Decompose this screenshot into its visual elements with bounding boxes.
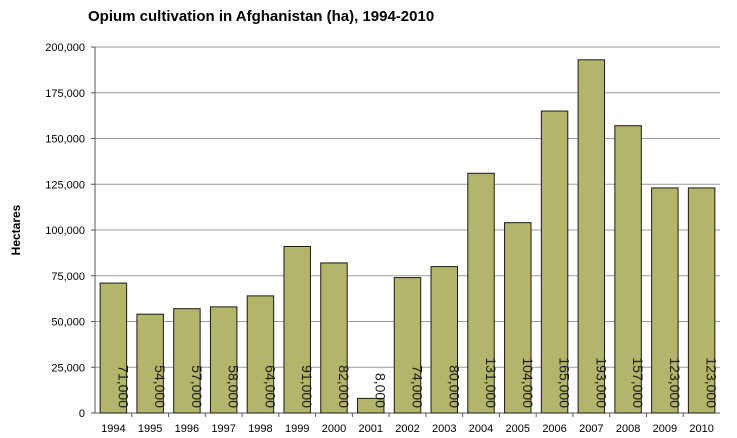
- bar: [577, 59, 606, 414]
- x-tick-label: 1994: [101, 423, 125, 435]
- x-tick-label: 1997: [211, 423, 235, 435]
- chart-title: Opium cultivation in Afghanistan (ha), 1…: [88, 8, 435, 25]
- data-label: 74,000: [410, 365, 426, 408]
- x-tick-label: 2006: [542, 423, 566, 435]
- bar: [99, 282, 128, 414]
- x-tick-label: 2010: [689, 423, 713, 435]
- y-tick-label: 50,000: [51, 317, 85, 329]
- bar: [687, 187, 716, 414]
- x-tick-label: 1995: [138, 423, 162, 435]
- bar: [467, 172, 495, 414]
- y-tick-label: 100,000: [45, 225, 85, 237]
- data-label: 91,000: [299, 365, 315, 408]
- y-axis-label: Hectares: [9, 204, 23, 255]
- data-label: 80,000: [446, 365, 462, 408]
- bar: [283, 245, 311, 414]
- data-label: 58,000: [226, 365, 242, 408]
- bar: [614, 125, 642, 414]
- bar: [651, 187, 679, 414]
- data-label: 8,000: [373, 373, 389, 408]
- bar: [173, 308, 201, 414]
- y-tick-label: 175,000: [45, 88, 85, 100]
- bar: [357, 397, 385, 414]
- y-tick-label: 25,000: [51, 362, 85, 374]
- y-tick-label: 150,000: [45, 134, 85, 146]
- bar: [393, 277, 422, 414]
- y-tick-label: 75,000: [51, 271, 85, 283]
- x-tick-label: 1998: [248, 423, 272, 435]
- x-tick-label: 2007: [579, 423, 603, 435]
- bar: [540, 110, 569, 414]
- x-tick-label: 1996: [175, 423, 199, 435]
- data-label: 71,000: [115, 365, 131, 408]
- x-tick-label: 2000: [322, 423, 346, 435]
- x-tick-label: 2004: [469, 423, 493, 435]
- data-label: 131,000: [483, 357, 499, 408]
- x-tick-label: 2003: [432, 423, 456, 435]
- bar: [504, 222, 532, 414]
- data-label: 123,000: [704, 357, 720, 408]
- x-tick-label: 2001: [358, 423, 382, 435]
- data-label: 193,000: [593, 357, 609, 408]
- data-label: 165,000: [557, 357, 573, 408]
- y-tick-label: 125,000: [45, 179, 85, 191]
- data-label: 54,000: [152, 365, 168, 408]
- y-tick-label: 0: [79, 408, 85, 420]
- data-label: 123,000: [667, 357, 683, 408]
- bar: [320, 262, 348, 414]
- x-tick-label: 2002: [395, 423, 419, 435]
- x-tick-label: 2008: [616, 423, 640, 435]
- data-label: 57,000: [189, 365, 205, 408]
- data-label: 104,000: [520, 357, 536, 408]
- x-tick-label: 2009: [653, 423, 677, 435]
- x-tick-label: 2005: [506, 423, 530, 435]
- data-label: 64,000: [262, 365, 278, 408]
- data-label: 157,000: [630, 357, 646, 408]
- x-tick-label: 1999: [285, 423, 309, 435]
- bar: [246, 295, 275, 414]
- bar: [430, 266, 459, 414]
- bar: [209, 306, 238, 414]
- bar: [136, 313, 164, 414]
- y-tick-label: 200,000: [45, 42, 85, 54]
- data-label: 82,000: [336, 365, 352, 408]
